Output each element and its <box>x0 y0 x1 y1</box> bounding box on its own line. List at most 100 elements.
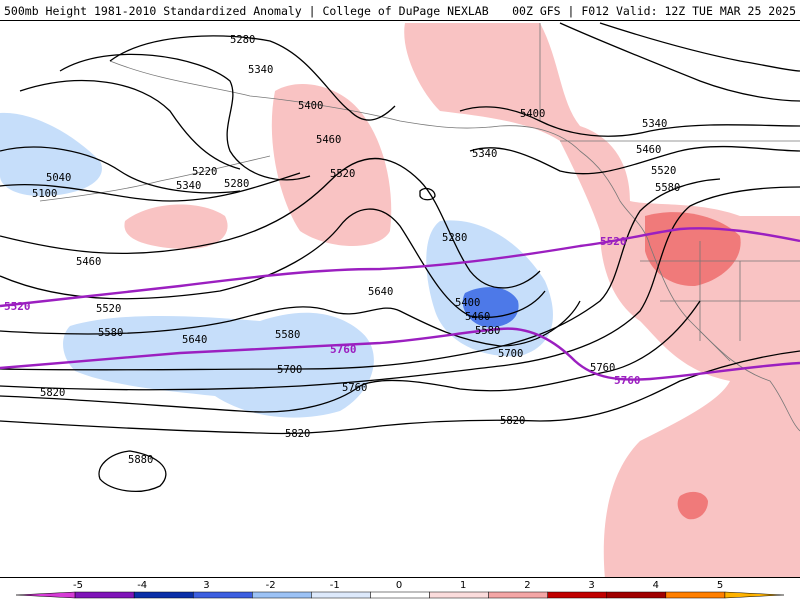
colorbar-tick-label: 1 <box>460 580 466 591</box>
height-contour <box>0 146 241 194</box>
colorbar-segment <box>606 591 667 599</box>
colorbar-tick-label: 2 <box>524 580 530 591</box>
coastlines <box>39 23 800 432</box>
map-title: 500mb Height 1981-2010 Standardized Anom… <box>4 4 489 18</box>
height-contour <box>419 187 436 201</box>
contour-label: 5340 <box>248 64 273 76</box>
colorbar-tick-label: -5 <box>73 580 83 591</box>
colorbar-tick-label: -2 <box>266 580 276 591</box>
contour-label: 5580 <box>275 329 300 341</box>
model-valid-time: 00Z GFS | F012 Valid: 12Z TUE MAR 25 202… <box>512 4 796 18</box>
contour-label: 5880 <box>128 454 153 466</box>
contour-label: 5760 <box>342 382 367 394</box>
contour-label: 5820 <box>40 387 65 399</box>
aleutian-islands <box>39 155 271 202</box>
contour-label: 5400 <box>455 297 480 309</box>
contour-label: 5040 <box>46 172 71 184</box>
colorbar-segment <box>429 591 489 599</box>
colorbar-ticks: -5 -4 3 -2 -1 0 1 2 3 4 5 <box>73 580 723 591</box>
contour-label: 5820 <box>500 415 525 427</box>
contour-label: 5280 <box>224 178 249 190</box>
contour-labels: 5280 5340 5400 5460 5520 5220 5280 5340 … <box>4 34 680 466</box>
height-contour <box>469 145 800 175</box>
anomaly-shading <box>0 23 800 577</box>
contour-label: 5340 <box>642 118 667 130</box>
contour-label: 5820 <box>285 428 310 440</box>
height-contour <box>0 186 800 391</box>
height-contour-5520 <box>0 227 800 308</box>
anomaly-negative-area <box>0 112 102 196</box>
contour-label: 5700 <box>277 364 302 376</box>
colorbar-tick-label: -1 <box>330 580 340 591</box>
contour-label: 5460 <box>316 134 341 146</box>
contour-label: 5700 <box>498 348 523 360</box>
mexico-coast <box>699 330 800 432</box>
highlight-contour-label: 5760 <box>614 374 641 387</box>
contour-label: 5340 <box>472 148 497 160</box>
height-contour <box>599 22 800 72</box>
colorbar-tick-label: 0 <box>396 580 402 591</box>
height-contour <box>98 450 167 492</box>
anomaly-positive-area <box>404 23 800 577</box>
contour-label: 5580 <box>98 327 123 339</box>
colorbar-segment <box>547 591 608 599</box>
anomaly-negative-area <box>63 312 374 418</box>
alaska-coastline <box>109 60 731 362</box>
contour-label: 5580 <box>475 325 500 337</box>
anomaly-positive-area <box>124 204 228 250</box>
colorbar-segment <box>133 591 194 599</box>
height-contour <box>0 350 800 435</box>
map-header: 500mb Height 1981-2010 Standardized Anom… <box>0 0 800 20</box>
height-contour <box>0 300 701 413</box>
colorbar-segment <box>311 591 371 599</box>
colorbar-segment <box>665 591 726 599</box>
colorbar-segment <box>192 591 253 599</box>
contour-label: 5280 <box>442 232 467 244</box>
canada-border <box>539 23 800 142</box>
colorbar-segment <box>252 591 312 599</box>
colorbar-segment <box>488 591 548 599</box>
colorbar-tick-label: 5 <box>717 580 723 591</box>
height-contour <box>459 106 800 137</box>
contour-label: 5280 <box>230 34 255 46</box>
contour-label: 5640 <box>182 334 207 346</box>
colorbar-segment <box>74 591 135 599</box>
contour-label: 5220 <box>192 166 217 178</box>
height-contour <box>0 158 541 289</box>
height-contour <box>109 35 396 121</box>
colorbar-tick-label: -4 <box>137 580 147 591</box>
highlight-contour-label: 5520 <box>4 300 31 313</box>
contour-label: 5520 <box>330 168 355 180</box>
height-contour <box>19 80 241 170</box>
map-panel: 5280 5340 5400 5460 5520 5220 5280 5340 … <box>0 20 800 578</box>
colorbar-tick-label: 3 <box>588 580 594 591</box>
contour-label: 5460 <box>636 144 661 156</box>
colorbar-segment <box>15 591 76 599</box>
colorbar-segment <box>724 591 785 599</box>
height-contours <box>0 22 800 492</box>
colorbar-tick-label: 4 <box>653 580 659 591</box>
contour-label: 5400 <box>520 108 545 120</box>
anomaly-strong-positive-area <box>677 491 708 520</box>
height-contour <box>559 22 800 102</box>
contour-label: 5760 <box>590 362 615 374</box>
height-contour <box>0 172 301 202</box>
contour-label: 5460 <box>465 311 490 323</box>
height-contour <box>59 53 311 181</box>
anomaly-positive-area <box>271 83 392 246</box>
contour-label: 5520 <box>651 165 676 177</box>
highlight-contours <box>0 227 800 381</box>
contour-label: 5640 <box>368 286 393 298</box>
height-contour-5760 <box>0 327 800 381</box>
colorbar-segment <box>370 591 430 599</box>
contour-label: 5580 <box>655 182 680 194</box>
contour-label: 5460 <box>76 256 101 268</box>
highlight-contour-label: 5760 <box>330 343 357 356</box>
us-state-lines <box>640 241 800 341</box>
colorbar-tick-label: 3 <box>203 580 209 591</box>
height-contour <box>0 208 546 318</box>
highlight-contour-label: 5520 <box>600 235 627 248</box>
contour-label: 5340 <box>176 180 201 192</box>
height-contour <box>0 178 721 371</box>
colorbar-segments <box>15 591 785 599</box>
